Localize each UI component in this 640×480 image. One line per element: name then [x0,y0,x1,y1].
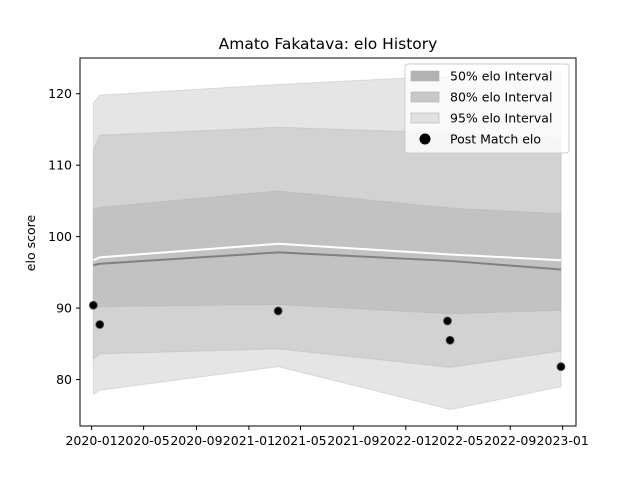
y-tick-label: 100 [48,229,72,244]
x-tick-label: 2021-09 [327,433,379,448]
post-match-point [89,301,97,309]
legend-swatch [411,92,439,102]
post-match-point [274,307,282,315]
legend-entry: 95% elo Interval [450,111,552,126]
y-axis-label: elo score [23,215,38,272]
legend-swatch [411,71,439,81]
y-tick-label: 110 [48,158,72,173]
legend: 50% elo Interval 80% elo Interval 95% elo … [405,64,569,153]
x-tick-label: 2020-09 [170,433,222,448]
x-tick-label: 2021-01 [223,433,275,448]
legend-entry: 80% elo Interval [450,90,552,105]
x-tick-label: 2022-01 [380,433,432,448]
x-tick-label: 2023-01 [537,433,589,448]
y-tick-label: 90 [56,301,72,316]
post-match-point [557,363,565,371]
legend-marker [420,134,431,145]
legend-entry: 50% elo Interval [450,69,552,84]
x-tick-label: 2021-05 [274,433,326,448]
legend-entry: Post Match elo [450,132,541,147]
x-tick-label: 2022-05 [431,433,483,448]
post-match-point [96,321,104,329]
x-tick-label: 2022-09 [484,433,536,448]
chart-title: Amato Fakatava: elo History [219,35,438,53]
y-tick-label: 120 [48,86,72,101]
post-match-point [446,336,454,344]
y-tick-label: 80 [56,372,72,387]
x-tick-label: 2020-05 [117,433,169,448]
legend-swatch [411,113,439,123]
post-match-point [443,317,451,325]
x-tick-label: 2020-01 [65,433,117,448]
